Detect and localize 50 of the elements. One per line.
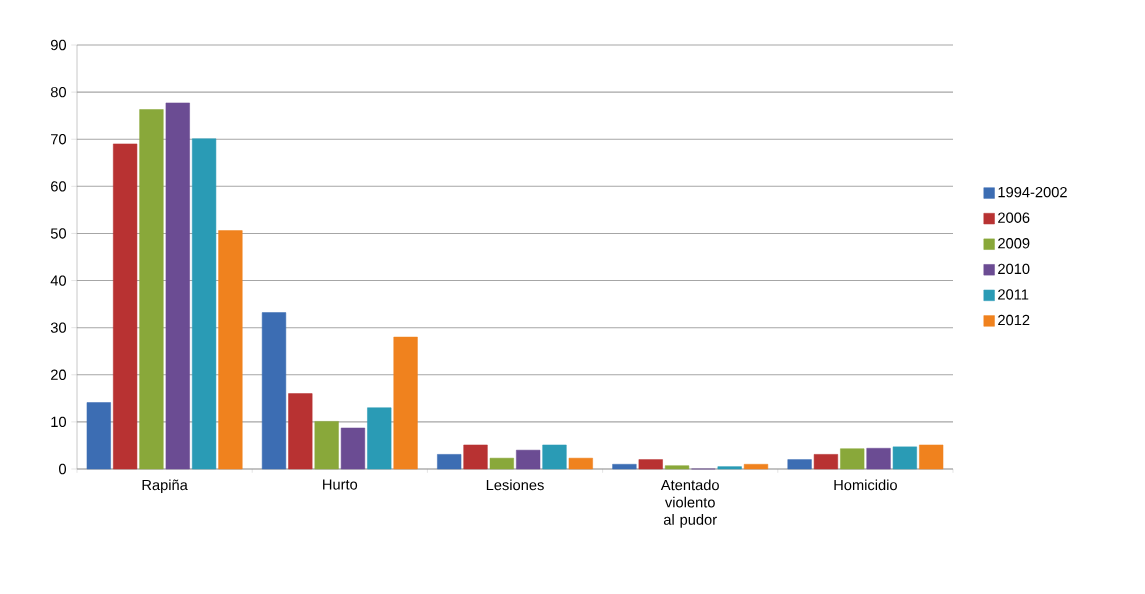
bar: [743, 464, 769, 470]
bar: [165, 102, 190, 470]
legend-label: 1994-2002: [998, 186, 1067, 198]
y-tick-label: 10: [51, 416, 67, 428]
bar: [139, 109, 164, 470]
x-tick-label: Rapiña: [142, 479, 188, 494]
y-tick-label: 40: [50, 275, 67, 286]
bar: [367, 407, 392, 470]
bar: [638, 459, 663, 470]
bar: [813, 454, 839, 470]
bar: [218, 230, 243, 470]
bar: [314, 421, 339, 470]
x-tick-label: Hurto: [323, 479, 358, 490]
legend-label: 2010: [998, 263, 1030, 275]
bar: [892, 446, 917, 470]
y-tick-label: 0: [59, 463, 67, 475]
y-tick-label: 30: [50, 322, 67, 333]
bar: [516, 449, 541, 470]
bar: [489, 457, 514, 470]
bar: [568, 457, 593, 470]
y-tick-label: 60: [51, 181, 67, 192]
y-tick-label: 90: [50, 39, 67, 51]
x-tick-label: Lesiones: [486, 479, 544, 491]
legend-label: 2011: [998, 289, 1029, 300]
bar: [787, 459, 812, 470]
legend-label: 2012: [998, 314, 1030, 326]
bar: [437, 454, 462, 470]
bar: [919, 444, 944, 470]
bar: [288, 393, 313, 470]
bar: [664, 465, 690, 470]
x-tick-label: Atentado violento al pudor: [660, 479, 719, 528]
bar: [542, 444, 567, 470]
bar: [463, 444, 488, 470]
legend-label: 2009: [998, 238, 1030, 249]
bar: [866, 448, 891, 470]
bar: [86, 402, 111, 470]
y-tick-label: 50: [50, 228, 67, 239]
bar: [261, 312, 287, 470]
x-tick-label: Homicidio: [834, 479, 897, 491]
bar: [340, 427, 366, 470]
bar: [717, 466, 742, 470]
bar: [840, 448, 865, 470]
legend-label: 2006: [998, 212, 1030, 223]
bar: [113, 143, 138, 470]
bar: [612, 464, 637, 470]
y-tick-label: 20: [51, 369, 67, 380]
bar: [393, 336, 418, 470]
y-tick-label: 80: [50, 86, 67, 98]
bar: [191, 138, 217, 470]
y-tick-label: 70: [51, 134, 67, 145]
